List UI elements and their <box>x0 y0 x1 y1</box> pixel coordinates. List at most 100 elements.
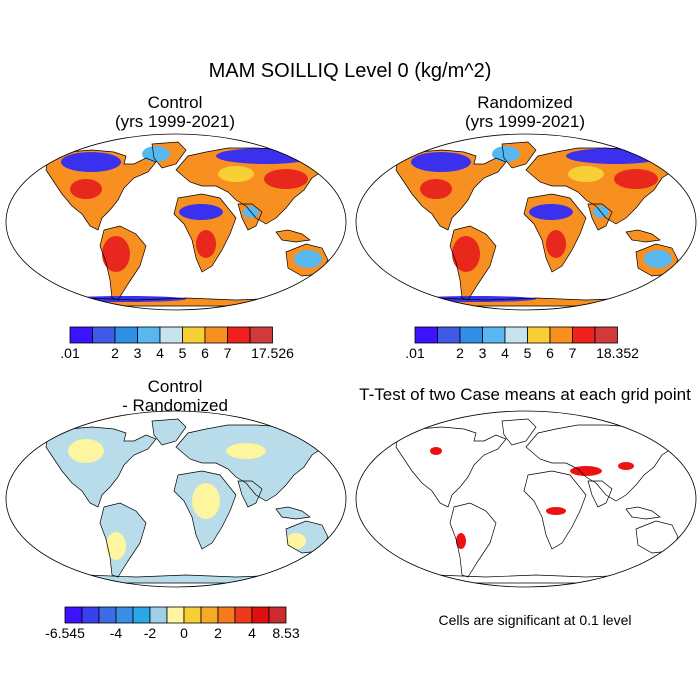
colorbar-swatch <box>504 326 528 344</box>
greenland-region <box>492 146 520 162</box>
na-sig-region <box>430 447 442 455</box>
colorbar-swatch <box>81 606 100 624</box>
us-east-region <box>420 179 452 199</box>
colorbar-tick-label: 5 <box>179 345 187 361</box>
colorbar-swatch <box>183 606 202 624</box>
colorbar-tick-label: 3 <box>134 345 142 361</box>
colorbar-swatch <box>527 326 551 344</box>
asia-yellow-region <box>226 443 266 459</box>
randomized-title: Randomized (yrs 1999-2021) <box>440 93 610 131</box>
colorbar-tick-label: 0 <box>180 625 188 641</box>
colorbar-swatch <box>149 606 168 624</box>
australia-region <box>294 250 322 268</box>
greenland-region <box>142 146 170 162</box>
colorbar-swatch <box>200 606 219 624</box>
sahara-wet-region <box>179 204 223 220</box>
sa-sig-region <box>456 533 466 549</box>
amazon-region <box>452 236 480 272</box>
colorbar-tick-label: .01 <box>405 345 425 361</box>
sahara-wet-region <box>529 204 573 220</box>
colorbar-swatch <box>572 326 596 344</box>
colorbar-swatch <box>459 326 483 344</box>
colorbar-tick-label: .01 <box>60 345 80 361</box>
colorbar-tick-label: 7 <box>224 345 232 361</box>
colorbar-swatch <box>204 326 228 344</box>
colorbar-swatch <box>159 326 183 344</box>
us-east-region <box>70 179 102 199</box>
randomized-colorbar: .01 2 3 4 5 6 7 18.352 <box>405 326 639 361</box>
colorbar-swatch <box>98 606 117 624</box>
colorbar-swatch <box>414 326 438 344</box>
boreal-wet-region <box>411 152 471 172</box>
colorbar-swatch <box>132 606 151 624</box>
aus-yellow-region <box>286 533 306 549</box>
randomized-title-line2: (yrs 1999-2021) <box>464 112 585 131</box>
randomized-title-line1: Randomized <box>477 93 573 112</box>
colorbar-swatch <box>69 326 93 344</box>
difference-map <box>5 410 347 588</box>
randomized-map <box>355 133 697 311</box>
colorbar-swatch <box>437 326 461 344</box>
amazon-region <box>102 236 130 272</box>
control-map <box>5 133 347 311</box>
colorbar-tick-label: 6 <box>546 345 554 361</box>
boreal-wet-region <box>61 152 121 172</box>
colorbar-tick-label: 6 <box>201 345 209 361</box>
na-yellow-region <box>68 439 104 463</box>
difference-colorbar: -6.545 -4 -2 0 2 4 8.53 <box>45 606 300 641</box>
colorbar-tick-label: 18.352 <box>596 345 639 361</box>
significance-note: Cells are significant at 0.1 level <box>438 612 632 628</box>
colorbar-tick-label: 3 <box>479 345 487 361</box>
ttest-title: T-Test of two Case means at each grid po… <box>359 385 691 404</box>
colorbar-tick-label: 17.526 <box>251 345 294 361</box>
congo-region <box>546 230 566 258</box>
china-region <box>614 169 658 189</box>
africa-sig-region <box>546 507 566 515</box>
colorbar-swatch <box>251 606 270 624</box>
colorbar-swatch <box>166 606 185 624</box>
colorbar-tick-label: -6.545 <box>45 625 85 641</box>
colorbar-tick-label: 5 <box>524 345 532 361</box>
colorbar-tick-label: 2 <box>456 345 464 361</box>
siberia-wet-region <box>216 148 316 164</box>
colorbar-tick-label: -4 <box>110 625 123 641</box>
colorbar-swatch <box>92 326 116 344</box>
colorbar-tick-label: 8.53 <box>272 625 299 641</box>
colorbar-tick-label: -2 <box>144 625 157 641</box>
difference-title-line1: Control <box>147 377 203 396</box>
colorbar-swatch <box>249 326 273 344</box>
difference-title: Control - Randomized <box>90 377 260 415</box>
colorbar-tick-label: 7 <box>569 345 577 361</box>
colorbar-swatch <box>268 606 287 624</box>
colorbar-swatch <box>594 326 618 344</box>
siberia-wet-region <box>566 148 666 164</box>
colorbar-tick-label: 4 <box>248 625 256 641</box>
colorbar-swatch <box>64 606 83 624</box>
colorbar-swatch <box>115 606 134 624</box>
control-colorbar: .01 2 3 4 5 6 7 17.526 <box>60 326 294 361</box>
figure-title: MAM SOILLIQ Level 0 (kg/m^2) <box>208 60 492 82</box>
colorbar-tick-label: 4 <box>156 345 164 361</box>
steppe-region <box>568 166 604 182</box>
china-region <box>264 169 308 189</box>
colorbar-swatch <box>217 606 236 624</box>
colorbar-swatch <box>137 326 161 344</box>
ttest-map <box>355 410 697 588</box>
colorbar-swatch <box>234 606 253 624</box>
control-title-line1: Control <box>147 93 203 112</box>
australia-region <box>644 250 672 268</box>
steppe-region <box>218 166 254 182</box>
colorbar-swatch <box>114 326 138 344</box>
colorbar-swatch <box>227 326 251 344</box>
china-sig-region <box>618 462 634 470</box>
control-title: Control (yrs 1999-2021) <box>90 93 260 131</box>
colorbar-swatch <box>549 326 573 344</box>
colorbar-swatch <box>482 326 506 344</box>
colorbar-tick-label: 2 <box>214 625 222 641</box>
africa-yellow-region <box>192 483 220 519</box>
congo-region <box>196 230 216 258</box>
colorbar-tick-label: 4 <box>501 345 509 361</box>
difference-title-line2: - Randomized <box>122 396 228 415</box>
sa-yellow-region <box>106 532 126 560</box>
colorbar-swatch <box>182 326 206 344</box>
